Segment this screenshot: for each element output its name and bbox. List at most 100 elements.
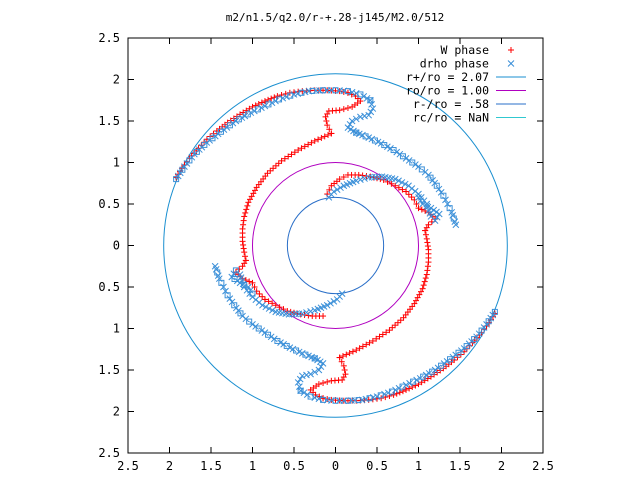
drho-phase-point-b <box>315 395 323 403</box>
drho-phase-point <box>442 196 449 204</box>
w-phase-point <box>249 279 256 286</box>
drho-phase-point <box>367 108 375 116</box>
drho-phase-point-b <box>289 345 297 353</box>
w-phase-point <box>239 263 246 270</box>
drho-phase-point <box>280 340 287 348</box>
w-phase-point <box>276 304 283 311</box>
reference-circle <box>286 196 385 295</box>
drho-phase-point <box>423 202 431 210</box>
drho-phase-point <box>429 368 436 375</box>
drho-phase-point <box>226 295 234 302</box>
w-phase-point <box>288 151 295 158</box>
w-phase-point <box>423 271 430 278</box>
w-phase-point <box>424 263 431 270</box>
drho-phase-point <box>231 302 238 309</box>
x-tick-label: 2.5 <box>117 459 139 473</box>
drho-phase-point-b <box>352 89 360 97</box>
drho-phase-point <box>246 318 253 325</box>
drho-phase-point <box>274 337 281 344</box>
drho-phase-point <box>355 397 362 404</box>
w-phase-point <box>366 339 373 346</box>
drho-phase-point-b <box>316 87 323 94</box>
x-tick-label: 0.5 <box>283 459 305 473</box>
drho-phase-point-b <box>416 374 424 382</box>
drho-phase-point-b <box>412 161 419 168</box>
drho-phase-point-b <box>359 131 366 139</box>
drho-phase-point <box>259 301 266 309</box>
drho-phase-point <box>361 175 368 182</box>
drho-phase-point-b <box>347 125 355 133</box>
drho-phase-point-b <box>249 320 256 328</box>
drho-phase-point <box>363 94 371 102</box>
drho-phase-point-b <box>261 102 269 110</box>
drho-phase-point <box>433 182 440 189</box>
x-tick-label: 2 <box>498 459 505 473</box>
drho-phase-point <box>214 272 222 279</box>
w-phase-point <box>255 100 262 107</box>
drho-phase-point <box>357 176 364 184</box>
w-phase-point <box>240 245 247 252</box>
w-phase-point <box>425 221 432 228</box>
drho-phase-point-b <box>411 187 419 195</box>
w-phase-point <box>340 106 347 113</box>
drho-phase-point <box>344 397 351 404</box>
drho-phase-point-b <box>433 208 440 216</box>
y-tick-label: 0.5 <box>98 197 120 211</box>
drho-phase-point-b <box>259 301 266 309</box>
drho-phase-point-b <box>417 197 424 205</box>
drho-phase-point <box>357 91 364 98</box>
drho-phase-point-b <box>442 196 449 204</box>
w-phase-point <box>388 180 395 187</box>
drho-phase-point-b <box>298 310 306 317</box>
drho-phase-point <box>381 390 388 398</box>
drho-phase-point-b <box>315 366 323 374</box>
drho-phase-point-b <box>316 358 324 366</box>
y-tick-label: 2 <box>113 405 120 419</box>
drho-phase-point-b <box>357 113 364 121</box>
w-phase-point <box>376 333 383 340</box>
drho-phase-point-b <box>365 174 373 181</box>
drho-phase-point <box>427 204 435 212</box>
drho-phase-point-b <box>363 94 371 102</box>
drho-phase-point-b <box>275 309 283 316</box>
drho-phase-point <box>261 102 269 110</box>
drho-phase-point-b <box>368 101 375 108</box>
drho-phase-point <box>183 160 191 167</box>
drho-phase-point <box>384 143 391 151</box>
drho-phase-point-b <box>421 168 429 176</box>
w-phase-point <box>369 337 376 344</box>
drho-phase-point <box>365 111 373 119</box>
w-phase-point <box>320 380 327 387</box>
w-phase-point <box>343 351 350 358</box>
w-phase-point <box>251 284 258 290</box>
drho-phase-point-b <box>408 185 416 192</box>
w-phase-point <box>315 136 322 143</box>
drho-phase-point <box>249 320 256 328</box>
drho-phase-point <box>352 115 360 123</box>
w-phase-point <box>274 93 281 100</box>
drho-phase-point <box>392 386 399 394</box>
drho-phase-point-b <box>391 175 399 183</box>
drho-phase-point <box>485 318 492 325</box>
w-phase-point <box>349 103 356 110</box>
drho-phase-point <box>438 362 445 369</box>
drho-phase-point-b <box>398 179 406 186</box>
drho-phase-point <box>277 339 284 346</box>
drho-phase-point <box>229 119 237 127</box>
drho-phase-point <box>332 397 339 404</box>
drho-phase-point-b <box>303 371 310 379</box>
drho-phase-point-b <box>183 160 191 167</box>
drho-phase-point <box>247 286 254 294</box>
w-phase-point <box>239 238 246 245</box>
drho-phase-point-b <box>222 287 229 295</box>
drho-phase-point <box>390 147 397 154</box>
w-phase-point <box>269 300 276 307</box>
drho-phase-point-b <box>348 397 355 404</box>
w-phase-point <box>241 213 248 220</box>
drho-phase-point-b <box>381 173 389 181</box>
drho-phase-point <box>412 161 419 168</box>
drho-phase-point <box>244 111 251 118</box>
drho-phase-point-b <box>311 394 319 402</box>
y-tick-label: 1 <box>113 156 120 170</box>
